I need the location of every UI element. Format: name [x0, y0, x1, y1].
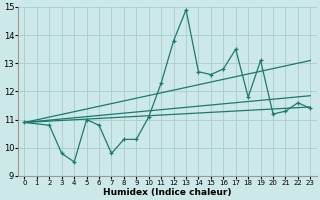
X-axis label: Humidex (Indice chaleur): Humidex (Indice chaleur): [103, 188, 232, 197]
